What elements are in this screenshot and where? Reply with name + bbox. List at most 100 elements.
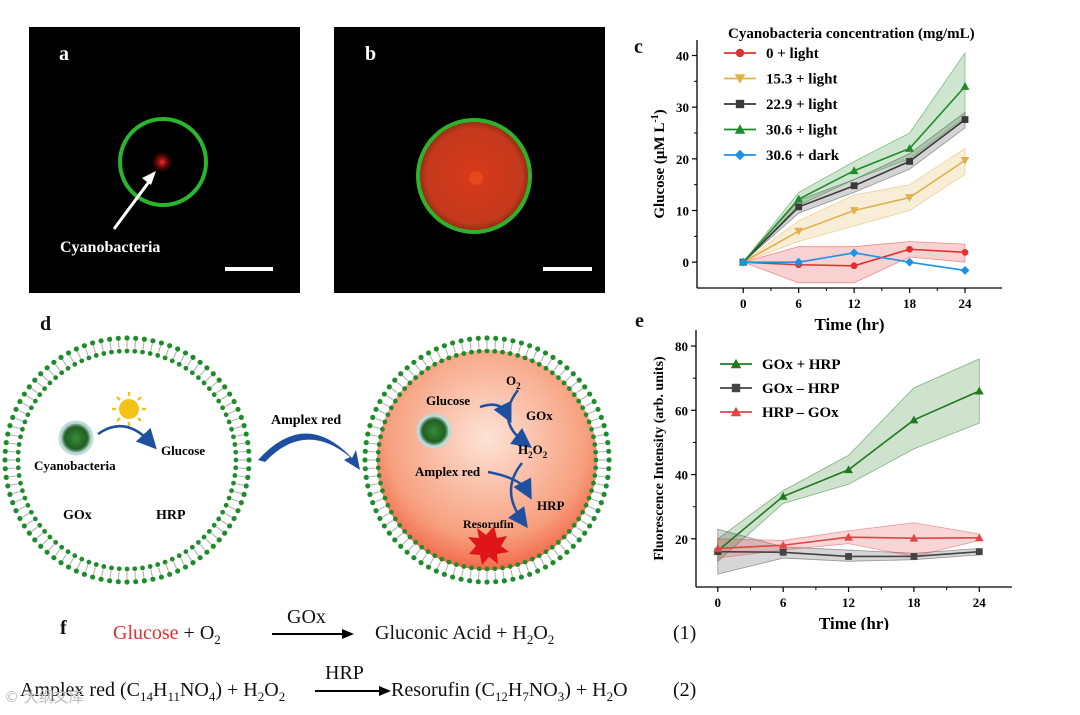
x-axis-label: Time (hr) <box>819 614 889 630</box>
lipid-head-inner <box>72 553 78 559</box>
lipid-head-outer <box>238 414 244 420</box>
lipid-head-inner <box>195 375 201 381</box>
lipid-head-inner <box>93 562 99 567</box>
lipid-tail <box>205 375 212 382</box>
lipid-head-outer <box>370 414 376 420</box>
pointer-arrow <box>112 178 153 230</box>
lipid-head-inner <box>220 405 226 411</box>
lipid-head-outer <box>404 549 410 555</box>
lipid-tail <box>36 532 43 539</box>
lipid-tail <box>142 342 145 350</box>
lipid-head-outer <box>190 354 196 360</box>
x-tick-label: 24 <box>959 296 973 311</box>
lipid-head-outer <box>204 549 210 555</box>
lipid-head-inner <box>378 434 383 440</box>
lipid-head-outer <box>518 340 524 346</box>
lipid-tail <box>101 569 104 577</box>
data-point-diamond <box>849 248 859 258</box>
lipid-tail <box>18 506 26 510</box>
lipid-tail <box>15 417 23 422</box>
lipid-head-inner <box>469 349 474 355</box>
lipid-head-inner <box>37 522 43 528</box>
lipid-head-inner <box>195 539 201 545</box>
lipid-tail <box>576 388 583 394</box>
lipid-head-outer <box>587 391 593 397</box>
eq2-rhs-c: NO <box>528 679 558 701</box>
lipid-head-outer <box>601 423 607 429</box>
lipid-head-outer <box>425 564 432 570</box>
lipid-head-inner <box>388 405 394 411</box>
micrograph-a: Cyanobacteria a <box>29 27 300 293</box>
lipid-tail <box>42 538 49 545</box>
lipid-head-inner <box>101 351 107 356</box>
vesicle-interior <box>377 350 597 570</box>
panel-label-d: d <box>40 313 52 335</box>
x-tick-label: 0 <box>740 296 747 311</box>
lipid-head-inner <box>566 386 572 392</box>
lipid-head-outer <box>362 466 368 472</box>
lipid-head-inner <box>116 566 122 572</box>
lipid-tail <box>518 345 522 353</box>
lipid-tail <box>234 425 242 429</box>
lipid-head-inner <box>42 386 48 392</box>
lipid-head-outer <box>204 365 210 371</box>
lipid-head-outer <box>591 398 597 405</box>
lipid-head-outer <box>564 549 570 555</box>
lipid-head-inner <box>176 553 182 559</box>
lipid-head-inner <box>59 370 65 376</box>
lipid-head-inner <box>211 522 217 528</box>
lipid-head-inner <box>392 398 398 404</box>
lipid-head-inner <box>42 528 48 534</box>
lipid-tail <box>540 558 545 565</box>
lipid-head-inner <box>446 355 452 361</box>
eq2-s12: 12 <box>494 689 508 704</box>
lipid-tail <box>48 544 55 551</box>
x-tick-label: 6 <box>795 296 802 311</box>
lipid-tail <box>382 402 389 407</box>
lipid-head-outer <box>601 491 607 497</box>
legend-title: Cyanobacteria concentration (mg/mL) <box>728 26 975 42</box>
lipid-tail <box>565 538 572 545</box>
lipid-head-outer <box>26 384 32 390</box>
lipid-tail <box>461 569 464 577</box>
data-point-diamond <box>734 149 746 161</box>
lipid-head-outer <box>21 523 27 529</box>
lipid-head-inner <box>419 544 425 550</box>
lipid-tail <box>429 558 434 565</box>
lipid-tail <box>216 526 223 532</box>
lipid-head-outer <box>235 508 241 514</box>
data-point-triangle-up <box>974 533 984 542</box>
data-point-square <box>961 116 969 123</box>
lipid-head-inner <box>229 426 234 432</box>
lipid-head-inner <box>592 442 598 447</box>
lipid-head-outer <box>542 564 549 570</box>
lipid-head-inner <box>380 488 385 494</box>
lipid-tail <box>429 355 434 362</box>
chart-c: 0 6 12 18 24 0 10 20 30 40 Time (hr) Glucose (μM L-… <box>650 26 1002 334</box>
lipid-head-outer <box>243 483 249 489</box>
data-point-triangle-up <box>974 386 984 395</box>
lipid-tail <box>408 369 415 376</box>
lipid-head-inner <box>201 534 207 540</box>
lipid-head-inner <box>65 365 71 371</box>
lipid-tail <box>591 417 599 422</box>
lipid-tail <box>571 532 578 539</box>
eq1-arrow <box>272 629 354 639</box>
data-point-triangle-up <box>730 406 742 417</box>
lipid-head-outer <box>392 377 398 383</box>
amplex-red-arrow-label: Amplex red <box>271 413 341 428</box>
lipid-head-inner <box>28 405 34 411</box>
legend-label: HRP – GOx <box>762 405 839 421</box>
lipid-tail <box>12 425 20 429</box>
cyanobacteria-label: Cyanobacteria <box>60 239 161 256</box>
lipid-head-inner <box>53 375 59 381</box>
lipid-tail <box>165 564 170 572</box>
y-tick-label: 40 <box>676 49 689 64</box>
lipid-head-inner <box>25 412 31 418</box>
lipid-head-outer <box>501 578 507 584</box>
lipid-head-inner <box>589 488 594 494</box>
lipid-head-inner <box>25 502 31 508</box>
lipid-tail <box>533 561 537 569</box>
y-tick-label: 30 <box>676 100 689 115</box>
lipid-head-inner <box>20 488 25 494</box>
